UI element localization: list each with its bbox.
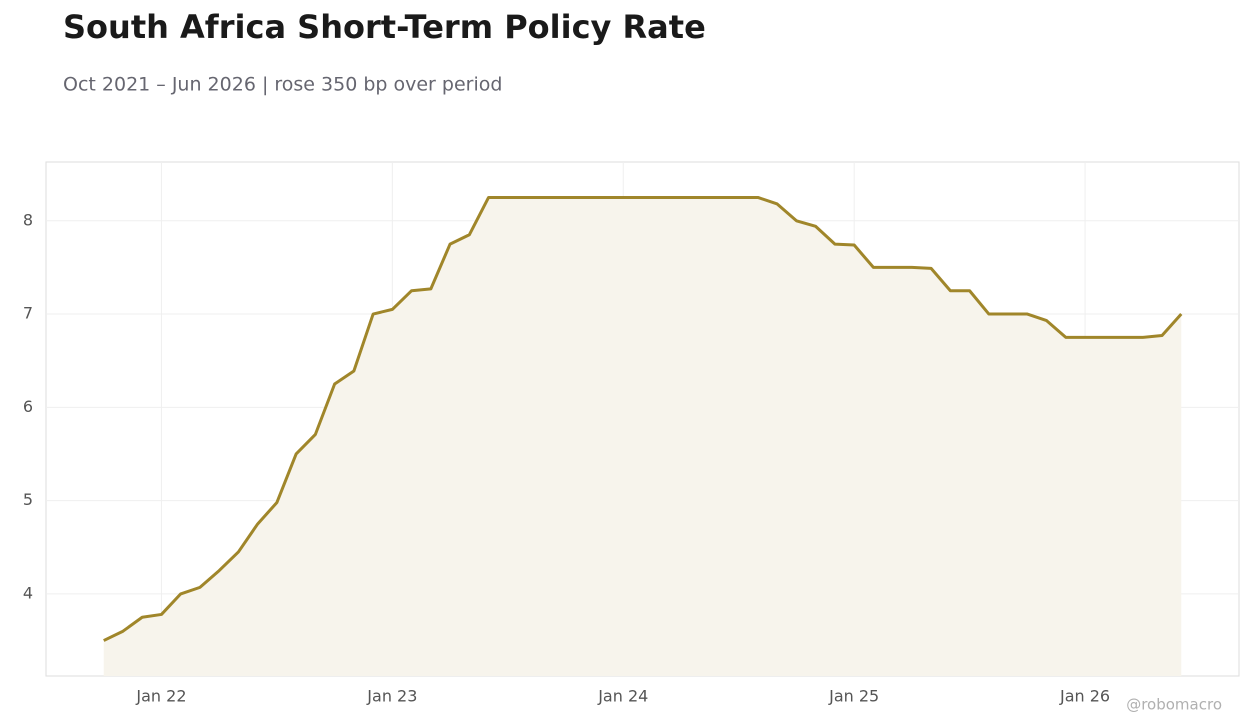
chart-title: South Africa Short-Term Policy Rate	[63, 8, 706, 46]
line	[103, 195, 1183, 642]
x-tick-label: Jan 24	[597, 687, 648, 706]
y-tick-label: 6	[23, 397, 33, 416]
y-tick-label: 5	[23, 490, 33, 509]
y-tick-label: 8	[23, 210, 33, 229]
watermark: @robomacro	[1126, 696, 1222, 714]
y-tick-label: 7	[23, 304, 33, 323]
x-tick-label: Jan 25	[828, 687, 879, 706]
x-tick-label: Jan 23	[366, 687, 417, 706]
area	[103, 197, 1182, 676]
y-tick-label: 4	[23, 583, 33, 602]
x-tick-label: Jan 26	[1059, 687, 1110, 706]
chart-subtitle: Oct 2021 – Jun 2026 | rose 350 bp over p…	[63, 74, 502, 96]
x-tick-label: Jan 22	[135, 687, 186, 706]
